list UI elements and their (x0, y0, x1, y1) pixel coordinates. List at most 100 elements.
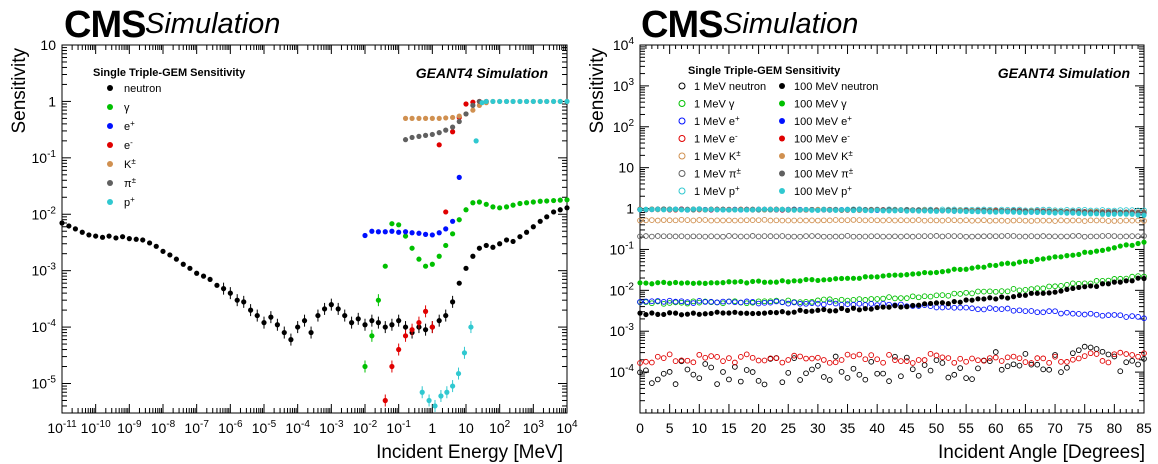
left-data-point (234, 297, 240, 303)
left-x-tick-label: 10-7 (184, 419, 209, 436)
right-data-point (732, 299, 738, 306)
right-data-point (1141, 239, 1147, 245)
left-data-point (396, 318, 402, 324)
left-data-point (220, 286, 227, 292)
right-data-point (1058, 358, 1064, 365)
left-x-tick-label: 10-5 (252, 419, 277, 436)
left-data-point (402, 229, 409, 235)
left-data-point (456, 174, 462, 180)
right-data-point (737, 217, 744, 224)
right-data-point (927, 208, 934, 214)
right-data-point (868, 306, 874, 312)
right-data-point (993, 262, 999, 269)
right-x-tick-label: 70 (1047, 420, 1063, 436)
right-data-point (649, 281, 655, 287)
right-data-point (826, 233, 833, 240)
right-data-point (815, 277, 821, 284)
right-data-point (886, 208, 892, 214)
left-data-point (523, 200, 530, 206)
left-legend-label: p+ (124, 195, 135, 209)
right-data-point (773, 279, 779, 285)
right-data-point (951, 359, 958, 366)
right-data-point (933, 269, 940, 276)
right-data-point (1093, 351, 1100, 357)
right-data-point (1129, 217, 1135, 224)
left-series-neutron (59, 205, 570, 346)
right-data-point (779, 309, 785, 315)
right-data-point (1052, 352, 1058, 358)
right-data-point (637, 310, 643, 316)
left-data-point (214, 282, 220, 288)
right-data-point (785, 369, 792, 376)
right-data-point (939, 304, 946, 311)
right-data-point (678, 298, 685, 305)
right-data-point (1135, 361, 1141, 368)
right-data-point (892, 217, 898, 224)
right-data-point (637, 207, 643, 213)
right-data-point (809, 217, 815, 224)
right-data-point (761, 298, 768, 305)
left-x-tick-label: 10-6 (218, 419, 243, 436)
left-data-point (93, 233, 99, 239)
right-data-point (1010, 353, 1017, 360)
right-series-1-MeV-e (637, 297, 1147, 322)
right-data-point (684, 233, 691, 240)
right-data-point (720, 280, 726, 286)
right-data-point (785, 206, 791, 213)
right-data-point (661, 279, 667, 286)
right-data-point (696, 233, 703, 240)
left-data-point (476, 245, 482, 251)
left-data-point (497, 205, 503, 211)
right-data-point (1117, 312, 1124, 319)
left-data-point (59, 220, 65, 226)
right-x-tick-label: 35 (840, 420, 856, 436)
right-data-point (916, 271, 922, 277)
right-series-100-MeV-e (637, 206, 1147, 217)
right-data-point (1075, 311, 1082, 317)
right-data-point (820, 233, 827, 240)
right-data-point (655, 280, 661, 286)
right-data-point (892, 295, 898, 302)
right-data-point (643, 217, 649, 224)
right-data-point (755, 206, 762, 212)
right-data-point (1069, 356, 1076, 363)
right-data-point (969, 233, 975, 240)
right-data-point (1141, 212, 1147, 218)
right-data-point (999, 294, 1005, 300)
right-data-point (981, 264, 987, 270)
left-data-point (301, 318, 308, 324)
right-data-point (886, 378, 892, 384)
right-data-point (850, 296, 857, 303)
left-series-p (419, 98, 570, 412)
left-data-point (328, 302, 334, 308)
right-data-point (767, 279, 774, 285)
right-data-point (957, 233, 964, 239)
left-data-point (72, 226, 78, 232)
right-data-point (708, 298, 715, 305)
right-y-tick-label: 10-4 (610, 363, 635, 380)
right-data-point (767, 299, 774, 306)
right-data-point (1022, 210, 1029, 216)
left-data-point (429, 131, 435, 138)
left-data-point (402, 137, 409, 143)
left-series-π (402, 98, 482, 143)
left-chart: 10-11 10-10 10-9 10-8 10-7 10-6 10-5 10-4 10-3 10… (9, 4, 578, 463)
left-data-point (369, 318, 375, 324)
right-data-point (862, 306, 868, 312)
right-data-point (1034, 290, 1040, 296)
left-data-point (416, 320, 422, 326)
right-data-point (649, 380, 655, 386)
right-data-point (975, 264, 981, 270)
right-data-point (702, 354, 709, 361)
right-data-point (1028, 258, 1034, 265)
right-data-point (1070, 285, 1076, 291)
right-data-point (684, 357, 691, 364)
right-data-point (1099, 247, 1106, 253)
right-data-point (672, 206, 679, 212)
left-data-point (426, 397, 432, 404)
left-data-point (402, 324, 409, 330)
right-data-point (797, 299, 803, 305)
right-data-point (749, 298, 756, 305)
right-data-point (773, 217, 780, 224)
right-data-point (1111, 218, 1118, 224)
